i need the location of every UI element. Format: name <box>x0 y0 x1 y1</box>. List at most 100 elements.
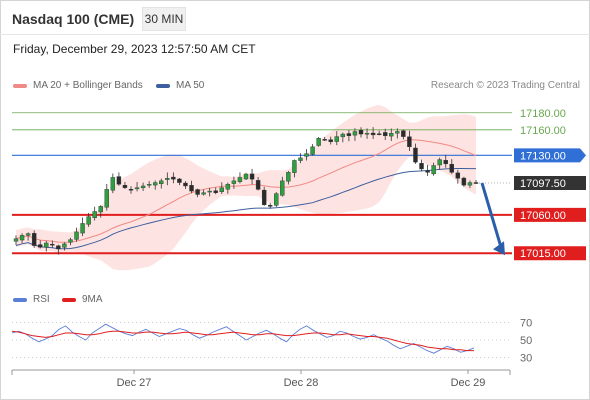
candle-body <box>376 133 382 135</box>
candle <box>213 187 218 195</box>
candle-body <box>44 242 49 248</box>
candle <box>261 186 267 206</box>
candle-body <box>383 132 388 136</box>
research-credit: Research © 2023 Trading Central <box>430 80 580 91</box>
candle <box>243 172 249 180</box>
candle <box>177 177 182 186</box>
candle <box>56 244 61 255</box>
candle <box>159 178 164 189</box>
candle-body <box>370 132 376 136</box>
timeframe-button[interactable]: 30 MIN <box>142 7 186 31</box>
candle-body <box>298 157 303 161</box>
price-level-tag-5: 17015.00 <box>514 246 586 261</box>
candle-body <box>159 180 164 185</box>
price-level-label-4: 17060.00 <box>520 210 566 222</box>
candle-body <box>171 176 176 180</box>
candle <box>316 137 321 147</box>
price-level-label-5: 17015.00 <box>520 248 566 260</box>
legend-item-9ma: 9MA <box>62 294 103 305</box>
x-axis-tick-label-0: Dec 27 <box>117 377 152 389</box>
price-level-label-2: 17130.00 <box>520 150 566 162</box>
candle <box>358 127 364 138</box>
candle <box>207 187 212 197</box>
candle <box>68 237 73 246</box>
price-level-tag-bg-5 <box>514 246 586 261</box>
candle-body <box>165 178 170 180</box>
candle-body <box>389 132 394 137</box>
candle <box>31 230 37 248</box>
price-level-tag-bg-3 <box>514 175 586 190</box>
candle <box>116 172 122 186</box>
rsi-panel: 70 50 30 <box>11 317 532 365</box>
candle <box>298 153 303 164</box>
legend-swatch-ma20 <box>13 83 27 88</box>
candle-body <box>280 180 285 196</box>
candle-body <box>310 146 315 155</box>
candle <box>286 170 291 185</box>
candle-body <box>177 178 182 183</box>
candle <box>280 176 285 197</box>
candle-body <box>467 182 473 186</box>
candle-body <box>38 244 43 248</box>
candle <box>92 206 97 221</box>
candle-body <box>122 185 128 188</box>
price-level-labels: 17180.00 17160.00 17130.00 17097.50 17060.00… <box>514 108 586 261</box>
candle-body <box>110 177 116 191</box>
legend-swatch-ma50 <box>156 83 170 88</box>
legend-label-ma50: MA 50 <box>176 80 205 91</box>
candle-body <box>213 190 218 193</box>
candle-body <box>183 182 188 187</box>
candle-body <box>62 243 67 248</box>
candle-body <box>19 235 25 241</box>
candle <box>389 128 394 141</box>
candle <box>231 176 237 189</box>
candle-body <box>207 190 212 193</box>
rsi-tick-label-1: 50 <box>520 335 532 347</box>
moving-averages <box>15 139 477 250</box>
candle <box>340 132 346 143</box>
candle-body <box>50 243 55 246</box>
candle-body <box>80 223 85 234</box>
candle <box>183 181 188 189</box>
candle <box>413 143 418 164</box>
candle <box>322 136 327 142</box>
candle-body <box>86 216 91 225</box>
candle-body <box>201 192 206 195</box>
price-level-tag-bg-4 <box>514 207 586 222</box>
candle-body <box>249 173 255 180</box>
candle-body <box>425 170 430 173</box>
candle <box>431 162 436 176</box>
candle-body <box>443 160 448 165</box>
candle <box>419 159 424 172</box>
candle <box>467 180 473 189</box>
chart-datetime: Friday, December 29, 2023 12:57:50 AM CE… <box>13 42 256 56</box>
candle-body <box>98 206 103 213</box>
candle <box>455 169 461 184</box>
candle-body <box>304 153 309 157</box>
candle-body <box>401 130 406 137</box>
candle <box>195 188 200 198</box>
candle-body <box>261 189 267 205</box>
price-level-tag-0: 17180.00 <box>520 108 566 120</box>
candle-body <box>328 139 333 142</box>
candle <box>407 130 412 152</box>
header-divider <box>0 34 590 35</box>
legend-item-rsi: RSI <box>13 294 50 305</box>
price-level-tag-1: 17160.00 <box>520 125 566 137</box>
candle-body <box>364 132 370 135</box>
candle-body <box>68 239 73 243</box>
rsi-tick-label-0: 70 <box>520 317 532 329</box>
candle <box>219 182 224 194</box>
candle <box>25 232 31 241</box>
candle-body <box>189 185 194 192</box>
candle-body <box>153 182 158 186</box>
candle <box>401 129 406 140</box>
forecast-arrow-shaft <box>480 182 503 248</box>
candle <box>104 184 109 211</box>
candle <box>352 128 358 141</box>
price-level-label-0: 17180.00 <box>520 108 566 120</box>
candle <box>237 172 243 184</box>
candle-body <box>395 131 400 134</box>
candle <box>328 136 333 145</box>
